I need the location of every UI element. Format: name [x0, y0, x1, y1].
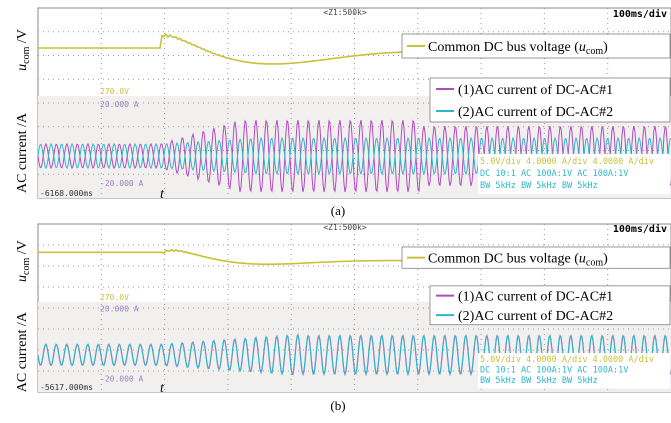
legend-subscript: com [586, 46, 603, 57]
axis-symbol: u [15, 64, 30, 71]
caption: (a) [331, 203, 345, 218]
legend-current: (1)AC current of DC-AC#1 [458, 83, 613, 98]
scope-setting: DC 10:1 AC 100A:1V AC 100A:1V [480, 366, 628, 376]
current-axis-label: AC current /A [15, 311, 30, 392]
scope-current-top: 20.000 A [100, 100, 139, 109]
legend-current: (2)AC current of DC-AC#2 [458, 105, 613, 120]
figure: <Z1:500k> 100ms/div 270.0V 20.000 A -20.000 … [0, 0, 671, 423]
legend-close: ) [603, 40, 608, 55]
scope-offset: -5617.000ms [40, 383, 93, 392]
scope-timebase: 100ms/div [613, 8, 667, 20]
legend-text: Common DC bus voltage ( [428, 40, 579, 55]
legend-voltage: Common DC bus voltage (ucom) [428, 252, 608, 269]
axis-subscript: com [21, 46, 32, 63]
current-axis-label: AC current /A [15, 112, 30, 193]
axis-unit: /V [15, 240, 30, 258]
legend-subscript: com [586, 258, 603, 269]
scope-setting: 5.0V/div 4.0000 A/div 4.0000 A/div [480, 157, 654, 167]
scope-volt-ref: 270.0V [100, 87, 129, 96]
caption: (b) [330, 398, 345, 413]
scope-setting: BW 5kHz BW 5kHz BW 5kHz [480, 181, 598, 191]
scope-setting: 5.0V/div 4.0000 A/div 4.0000 A/div [480, 355, 654, 365]
scope-current-top: 20.000 A [100, 305, 139, 314]
legend-close: ) [603, 252, 608, 267]
scope-volt-ref: 270.0V [100, 293, 129, 302]
panel: <Z1:500k> 100ms/div 270.0V 20.000 A -20.000 … [15, 223, 671, 413]
scope-setting: BW 5kHz BW 5kHz BW 5kHz [480, 376, 598, 386]
scope-current-bottom: -20.000 A [100, 179, 144, 188]
scope-current-bottom: -20.000 A [100, 374, 144, 383]
legend-symbol: u [579, 252, 586, 267]
legend-current: (2)AC current of DC-AC#2 [458, 309, 613, 324]
legend-voltage: Common DC bus voltage (ucom) [428, 40, 608, 57]
panel: <Z1:500k> 100ms/div 270.0V 20.000 A -20.000 … [15, 8, 671, 218]
axis-subscript: com [21, 258, 32, 275]
voltage-axis-label: ucom /V [15, 240, 32, 282]
legend-current: (1)AC current of DC-AC#1 [458, 290, 613, 305]
axis-unit: /V [15, 29, 30, 47]
page: {"panels": [ {"caption": "(a)", "voltage… [0, 0, 671, 423]
scope-timebase: 100ms/div [613, 223, 667, 235]
scope-setting: DC 10:1 AC 100A:1V AC 100A:1V [480, 169, 628, 179]
scope-offset: -6168.000ms [40, 189, 93, 198]
axis-symbol: u [15, 275, 30, 282]
legend-symbol: u [579, 40, 586, 55]
scope-zoom: <Z1:500k> [323, 8, 367, 17]
legend-text: Common DC bus voltage ( [428, 252, 579, 267]
scope-zoom: <Z1:500k> [323, 223, 367, 232]
voltage-axis-label: ucom /V [15, 29, 32, 71]
